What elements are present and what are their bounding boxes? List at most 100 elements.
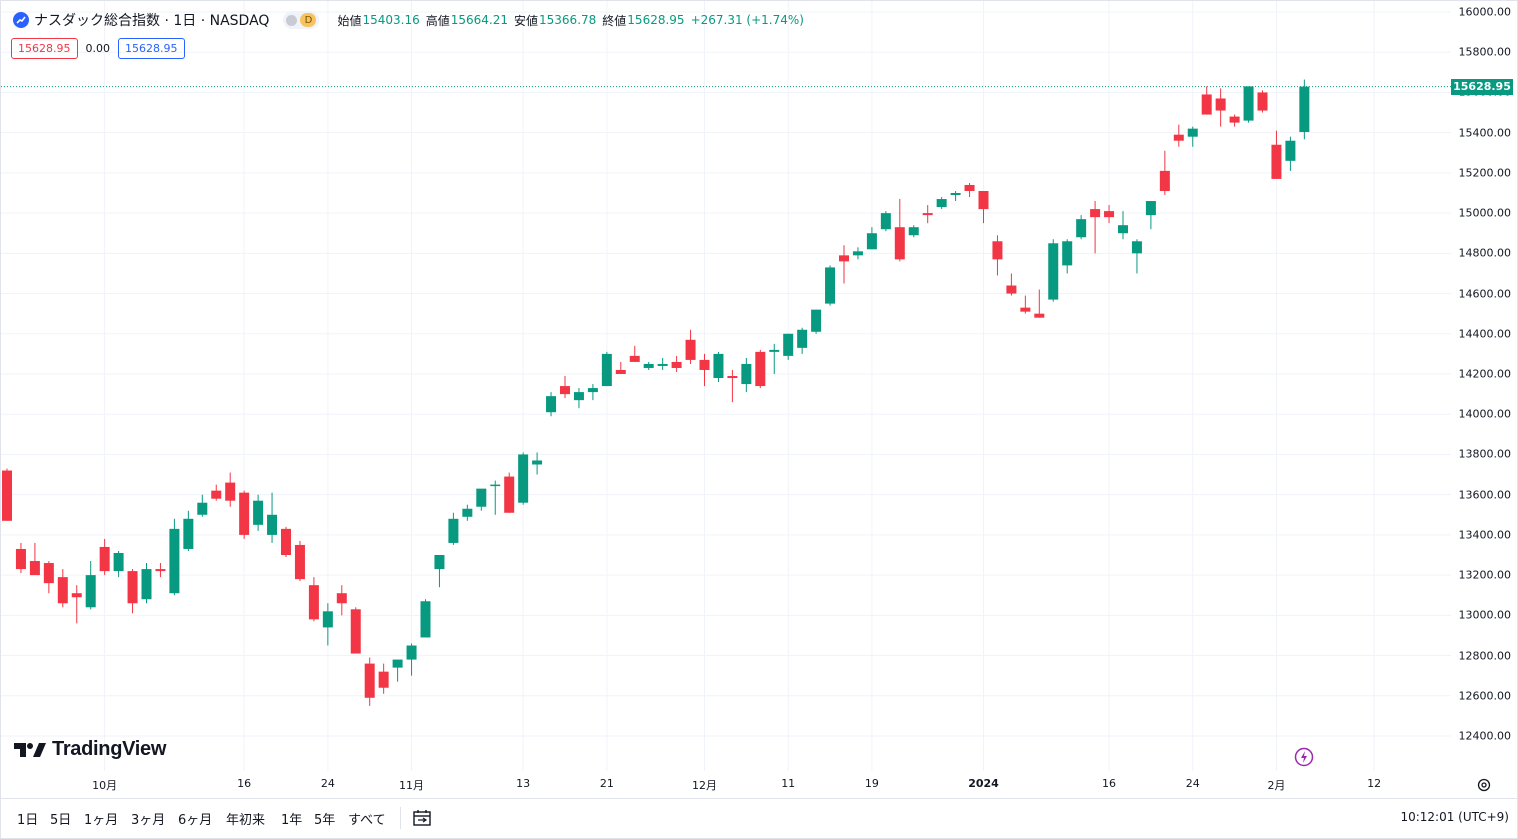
x-tick-label: 2024 xyxy=(968,777,999,790)
time-axis[interactable]: 10月 16 24 11月 13 21 12月 11 19 2024 16 24 2月 12 xyxy=(1,771,1451,797)
candle-body xyxy=(587,388,598,393)
tradingview-logo[interactable]: TradingView xyxy=(14,738,166,761)
candle xyxy=(727,369,738,403)
range-all-button[interactable]: すべて xyxy=(348,809,386,828)
candle-body xyxy=(741,363,752,385)
gear-icon[interactable] xyxy=(1476,777,1492,793)
candle-body xyxy=(601,353,612,387)
candle-body xyxy=(560,386,570,395)
candle-body xyxy=(43,563,54,584)
candle xyxy=(1090,201,1101,254)
low-label: 安値 xyxy=(514,13,539,28)
candle-body xyxy=(1104,211,1115,218)
candle xyxy=(518,452,529,505)
sell-price-button[interactable]: 15628.95 xyxy=(11,38,78,59)
candle-body xyxy=(392,659,403,668)
candle-body xyxy=(141,569,152,600)
candle xyxy=(1131,239,1142,274)
range-3m-button[interactable]: 3ヶ月 xyxy=(131,809,165,828)
candle-body xyxy=(1271,144,1282,179)
candle xyxy=(769,343,780,374)
candle-body xyxy=(1145,201,1156,216)
y-tick-label: 12400.00 xyxy=(1458,729,1512,743)
candle-body xyxy=(420,601,431,638)
range-5d-button[interactable]: 5日 xyxy=(50,809,71,828)
range-ytd-button[interactable]: 年初来 xyxy=(226,809,265,828)
lightning-icon[interactable] xyxy=(1294,747,1314,767)
candle xyxy=(978,190,989,224)
status-badges[interactable]: D xyxy=(283,11,320,29)
candle-body xyxy=(978,190,989,210)
candle-body xyxy=(239,492,250,535)
open-value: 15403.16 xyxy=(362,13,420,27)
candle-body xyxy=(769,349,780,352)
candle-body xyxy=(1034,313,1045,318)
candle-body xyxy=(1173,134,1184,141)
candle xyxy=(127,569,138,614)
candle-body xyxy=(755,351,766,387)
candle xyxy=(322,603,333,646)
candle-body xyxy=(281,528,291,555)
candle-body xyxy=(15,548,26,570)
candle xyxy=(950,190,961,202)
candle xyxy=(685,329,696,364)
buy-price-button[interactable]: 15628.95 xyxy=(118,38,185,59)
y-tick-label: 16000.00 xyxy=(1458,5,1512,19)
candle-body xyxy=(350,609,361,654)
candle-body xyxy=(1006,285,1017,294)
candle-body xyxy=(992,241,1003,260)
symbol-title[interactable]: ナスダック総合指数 · 1日 · NASDAQ xyxy=(34,13,270,29)
x-tick-label: 16 xyxy=(237,777,252,790)
x-tick-label: 24 xyxy=(320,777,335,790)
candle xyxy=(601,351,612,387)
open-label: 始値 xyxy=(337,13,362,28)
candle-body xyxy=(657,363,668,366)
candle xyxy=(1020,295,1031,314)
candle xyxy=(713,351,724,383)
candle xyxy=(308,577,319,622)
candle-body xyxy=(1285,140,1296,161)
calendar-icon[interactable] xyxy=(411,807,433,829)
range-5y-button[interactable]: 5年 xyxy=(314,809,335,828)
candle xyxy=(560,376,570,399)
candle xyxy=(197,494,208,517)
candle xyxy=(922,205,933,224)
candle-body xyxy=(225,482,236,501)
range-1m-button[interactable]: 1ヶ月 xyxy=(84,809,118,828)
toolbar-divider xyxy=(400,807,401,829)
y-tick-label: 12800.00 xyxy=(1458,649,1512,663)
range-1y-button[interactable]: 1年 xyxy=(281,809,302,828)
candle-body xyxy=(699,359,710,370)
candle-body xyxy=(462,508,473,517)
symbol-legend[interactable]: ナスダック総合指数 · 1日 · NASDAQ D 始値 15403.16 高値… xyxy=(13,10,810,30)
x-tick-label: 12月 xyxy=(692,779,717,792)
candle xyxy=(57,569,68,608)
candle xyxy=(504,472,515,513)
candle xyxy=(755,349,766,389)
spread-value: 0.00 xyxy=(85,42,111,55)
price-axis[interactable]: 12400.00 12600.00 12800.00 13000.00 13200.00… xyxy=(1451,1,1517,771)
candle-body xyxy=(406,645,417,660)
range-6m-button[interactable]: 6ヶ月 xyxy=(178,809,212,828)
candle xyxy=(839,245,849,284)
candle-body xyxy=(866,233,877,250)
candle-body xyxy=(852,251,863,256)
candle-body xyxy=(1062,241,1073,266)
candle xyxy=(490,480,501,515)
candle-body xyxy=(880,213,891,230)
x-tick-label: 16 xyxy=(1102,777,1117,790)
candle xyxy=(281,526,291,558)
candle xyxy=(797,327,808,354)
candle xyxy=(378,663,389,694)
candle-body xyxy=(894,227,905,260)
clock[interactable]: 10:12:01 (UTC+9) xyxy=(1400,810,1509,824)
candle xyxy=(434,555,445,588)
candle-body xyxy=(532,460,543,465)
candle-body xyxy=(308,585,319,620)
chart-plot-area[interactable] xyxy=(1,1,1451,771)
candle-body xyxy=(1257,92,1268,111)
candle xyxy=(392,659,403,682)
candle-body xyxy=(713,353,724,379)
range-1d-button[interactable]: 1日 xyxy=(17,809,38,828)
candle xyxy=(866,227,877,250)
